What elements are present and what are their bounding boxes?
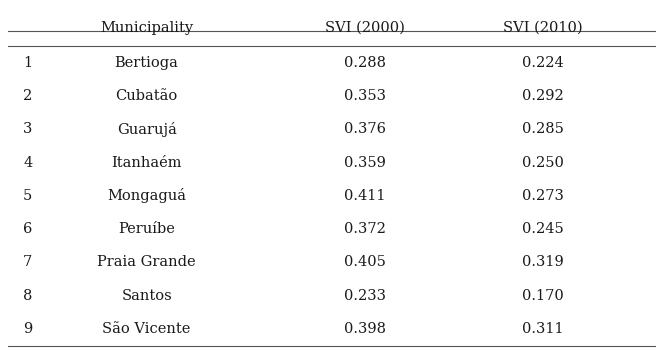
Text: 0.372: 0.372 — [343, 222, 385, 236]
Text: 0.288: 0.288 — [343, 56, 385, 70]
Text: 0.250: 0.250 — [522, 156, 564, 170]
Text: 0.170: 0.170 — [522, 289, 564, 303]
Text: 1: 1 — [23, 56, 32, 70]
Text: 0.353: 0.353 — [343, 89, 385, 103]
Text: 4: 4 — [23, 156, 32, 170]
Text: 0.245: 0.245 — [522, 222, 564, 236]
Text: 0.376: 0.376 — [343, 122, 385, 137]
Text: 0.273: 0.273 — [522, 189, 564, 203]
Text: 0.405: 0.405 — [343, 256, 385, 269]
Text: 0.292: 0.292 — [522, 89, 564, 103]
Text: 9: 9 — [23, 322, 32, 336]
Text: 2: 2 — [23, 89, 32, 103]
Text: 8: 8 — [23, 289, 32, 303]
Text: Bertioga: Bertioga — [115, 56, 178, 70]
Text: São Vicente: São Vicente — [103, 322, 191, 336]
Text: Guarujá: Guarujá — [117, 122, 176, 137]
Text: 0.224: 0.224 — [522, 56, 564, 70]
Text: 0.233: 0.233 — [343, 289, 385, 303]
Text: 0.319: 0.319 — [522, 256, 564, 269]
Text: 0.311: 0.311 — [522, 322, 564, 336]
Text: Itanhaém: Itanhaém — [111, 156, 182, 170]
Text: 7: 7 — [23, 256, 32, 269]
Text: Mongaguá: Mongaguá — [107, 188, 186, 204]
Text: Municipality: Municipality — [100, 21, 193, 35]
Text: 0.398: 0.398 — [343, 322, 385, 336]
Text: SVI (2000): SVI (2000) — [325, 21, 404, 35]
Text: Cubatão: Cubatão — [115, 89, 178, 103]
Text: 3: 3 — [23, 122, 32, 137]
Text: SVI (2010): SVI (2010) — [503, 21, 583, 35]
Text: 6: 6 — [23, 222, 32, 236]
Text: Santos: Santos — [121, 289, 172, 303]
Text: 0.359: 0.359 — [343, 156, 385, 170]
Text: 0.411: 0.411 — [343, 189, 385, 203]
Text: Peruíbe: Peruíbe — [118, 222, 175, 236]
Text: 5: 5 — [23, 189, 32, 203]
Text: Praia Grande: Praia Grande — [97, 256, 196, 269]
Text: 0.285: 0.285 — [522, 122, 564, 137]
